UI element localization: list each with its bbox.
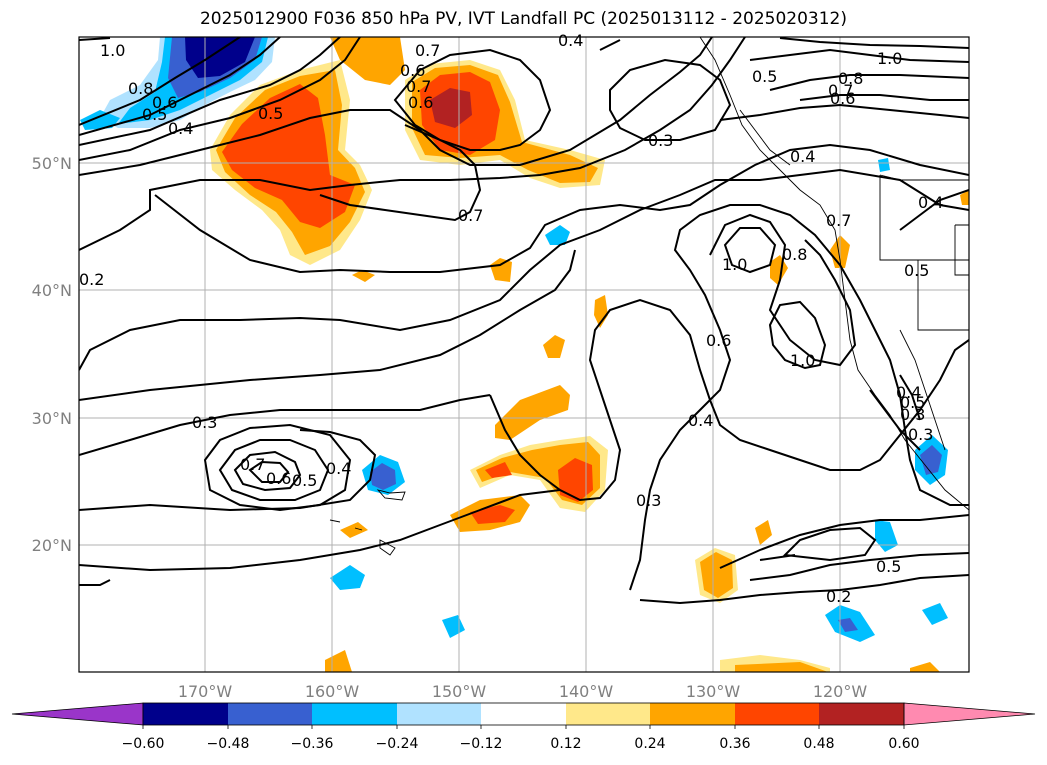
colorbar-outline (142, 702, 905, 726)
colorbar-tick-label: −0.48 (207, 736, 250, 752)
contour-label: 0.2 (79, 270, 104, 289)
map-area (79, 37, 969, 672)
contour-label: 0.4 (896, 383, 921, 402)
contour-label: 0.7 (240, 455, 265, 474)
contour-label: 0.8 (838, 69, 863, 88)
colorbar-segment (650, 703, 735, 725)
colorbar-segment (143, 703, 228, 725)
colorbar-segment (735, 703, 819, 725)
colorbar-segment (397, 703, 481, 725)
colorbar-tick-label: 0.36 (719, 736, 750, 752)
contour-label: 1.0 (877, 49, 902, 68)
lat-label: 50°N (32, 154, 72, 173)
lat-label: 40°N (32, 281, 72, 300)
lon-label: 140°W (559, 682, 614, 701)
colorbar: −0.60 −0.48 −0.36 −0.24 −0.12 0.12 0.24 … (11, 702, 1036, 752)
coastlines (329, 37, 969, 556)
lon-label: 150°W (432, 682, 487, 701)
contour-label: 0.4 (790, 147, 815, 166)
lon-label: 160°W (305, 682, 360, 701)
colorbar-extend-high (903, 702, 1036, 726)
contour-label: 0.7 (415, 41, 440, 60)
lon-label: 130°W (686, 682, 741, 701)
contour-label: 1.0 (790, 351, 815, 370)
contour-label: 0.4 (918, 193, 943, 212)
contour-label: 0.7 (458, 206, 483, 225)
lat-label: 30°N (32, 409, 72, 428)
contour-label: 1.0 (100, 41, 125, 60)
contour-label: 0.4 (558, 31, 583, 50)
colorbar-tick-label: 0.60 (888, 736, 919, 752)
contour-label: 0.4 (326, 459, 351, 478)
contour-label: 0.5 (752, 67, 777, 86)
contour-label: 0.7 (406, 77, 431, 96)
contour-label: 0.2 (826, 587, 851, 606)
contour-label: 0.4 (168, 119, 193, 138)
contour-label: 0.7 (826, 211, 851, 230)
map-title: 2025012900 F036 850 hPa PV, IVT Landfall… (199, 9, 847, 29)
pv-contours (79, 37, 969, 605)
contour-label: 0.5 (292, 471, 317, 490)
contour-label: 0.3 (900, 405, 925, 424)
contour-label: 0.6 (706, 331, 731, 350)
contour-label: 0.5 (142, 105, 167, 124)
contour-labels: 1.0 0.8 0.6 0.5 0.4 0.5 0.7 0.6 0.7 0.6 … (79, 31, 943, 606)
colorbar-segment (481, 703, 566, 725)
contour-label: 0.3 (636, 491, 661, 510)
colorbar-tick-label: −0.24 (376, 736, 419, 752)
contour-label: 0.7 (828, 81, 853, 100)
colorbar-segment (312, 703, 397, 725)
contour-label: 0.5 (258, 104, 283, 123)
colorbar-extend-low (11, 702, 144, 726)
latitude-labels: 50°N 40°N 30°N 20°N (32, 154, 72, 555)
colorbar-tick-label: 0.48 (803, 736, 834, 752)
contour-label: 0.6 (266, 469, 291, 488)
contour-label: 0.5 (876, 557, 901, 576)
contour-label: 0.8 (128, 79, 153, 98)
contour-label: 0.6 (152, 93, 177, 112)
lon-label: 120°W (813, 682, 868, 701)
contour-label: 1.0 (722, 255, 747, 274)
contour-label: 0.6 (830, 89, 855, 108)
contour-label: 0.5 (904, 261, 929, 280)
contour-label: 0.3 (192, 413, 217, 432)
colorbar-tick-label: −0.12 (460, 736, 503, 752)
map-frame (78, 36, 970, 673)
contour-label: 0.5 (900, 393, 925, 412)
colorbar-tick-label: 0.12 (550, 736, 581, 752)
colorbar-tick-label: −0.60 (122, 736, 165, 752)
contour-label: 0.3 (908, 425, 933, 444)
colorbar-ticks (142, 725, 905, 729)
colorbar-tick-label: 0.24 (634, 736, 665, 752)
colorbar-segment (228, 703, 312, 725)
contour-label: 0.6 (408, 93, 433, 112)
contour-label: 0.6 (400, 61, 425, 80)
longitude-labels: 170°W 160°W 150°W 140°W 130°W 120°W (178, 682, 868, 701)
colorbar-tick-label: −0.36 (291, 736, 334, 752)
lat-label: 20°N (32, 536, 72, 555)
colorbar-segment (819, 703, 904, 725)
contour-label: 0.3 (648, 131, 673, 150)
contour-label: 0.4 (688, 411, 713, 430)
lon-label: 170°W (178, 682, 233, 701)
contour-label: 0.8 (782, 245, 807, 264)
colorbar-segment (566, 703, 650, 725)
